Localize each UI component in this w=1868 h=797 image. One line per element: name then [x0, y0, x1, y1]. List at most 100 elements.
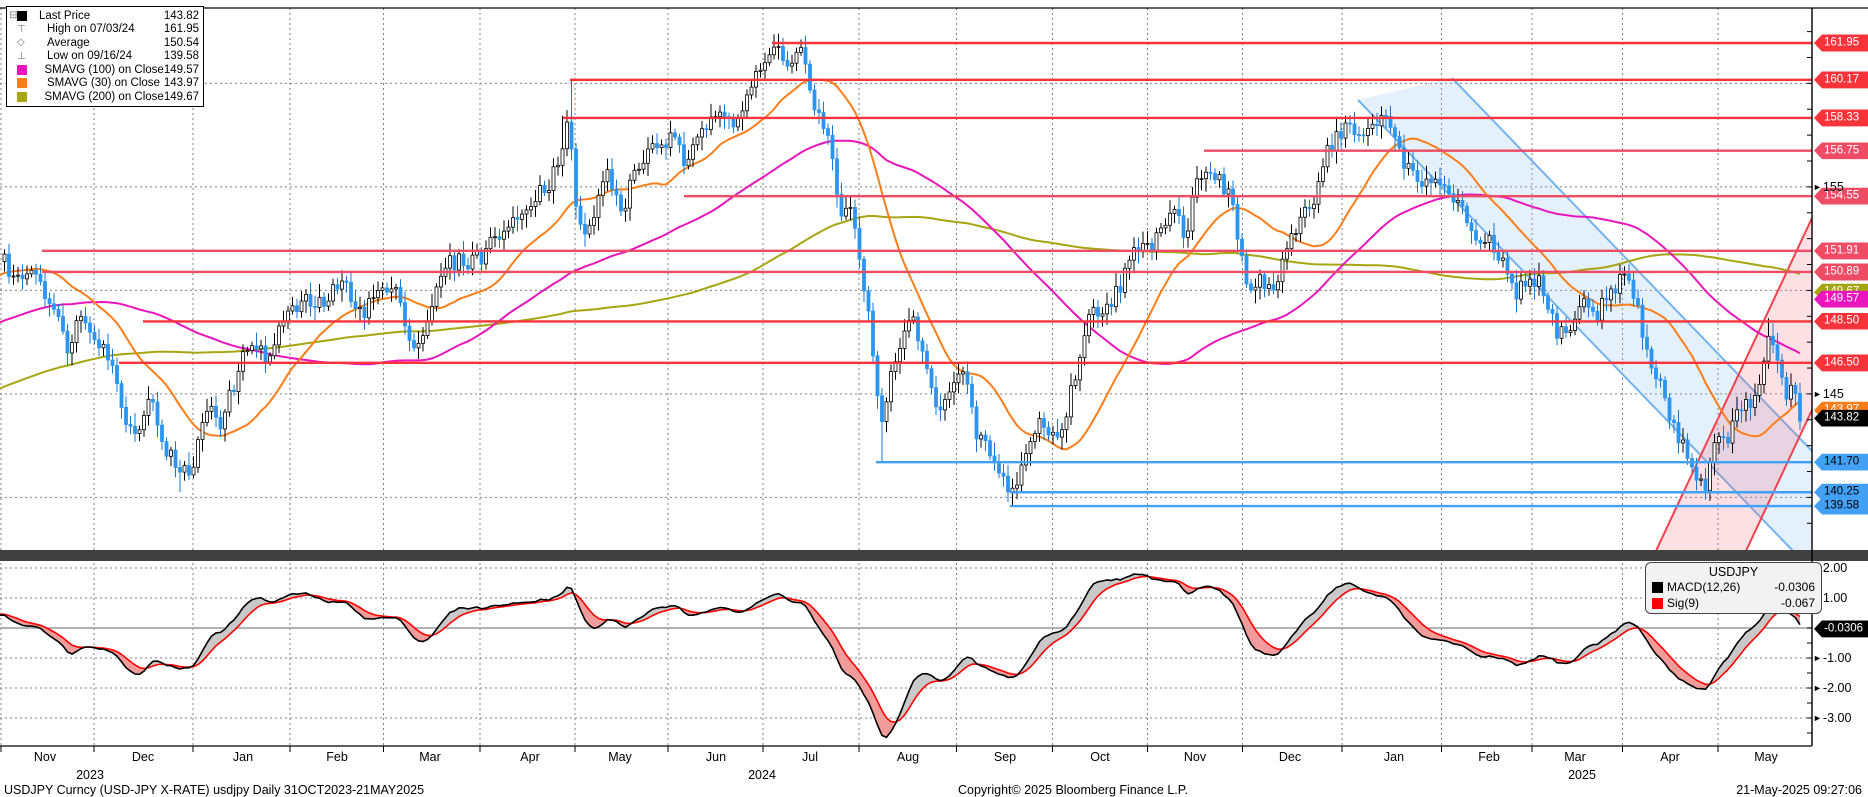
high-marker-icon: ⊤	[17, 23, 26, 35]
legend-row-high: ⊤ High on 07/03/24 161.95	[9, 23, 199, 37]
macd-value-badge[interactable]: -0.0306	[1814, 620, 1868, 638]
x-axis-month-label-18-May: May	[1754, 750, 1778, 764]
x-axis-month-label-9-Aug: Aug	[896, 750, 920, 764]
sma100-badge[interactable]: 149.57	[1814, 290, 1868, 308]
price-badge-140.25[interactable]: 140.25	[1814, 483, 1868, 501]
price-badge-156.75[interactable]: 156.75	[1814, 142, 1868, 160]
legend-row-last-price: ⊟ Last Price 143.82	[9, 9, 199, 23]
macd-panel	[0, 573, 1812, 739]
legend-value: 149.57	[163, 63, 199, 76]
x-axis-month-label-10-Sep: Sep	[993, 750, 1017, 764]
legend-row-sma30: SMAVG (30) on Close 143.97	[9, 77, 199, 91]
x-axis-month-label-14-Jan: Jan	[1383, 750, 1405, 764]
legend-row-sma200: SMAVG (200) on Close 149.67	[9, 90, 199, 104]
sma200-swatch	[17, 91, 27, 102]
x-axis-month-label-4-Mar: Mar	[419, 750, 441, 764]
sma30-swatch	[17, 78, 27, 89]
x-axis-year-label-2024: 2024	[748, 768, 776, 782]
x-axis-month-label-13-Dec: Dec	[1278, 750, 1302, 764]
price-badge-141.70[interactable]: 141.70	[1814, 453, 1868, 471]
macd-legend-panel: USDJPY MACD(12,26) -0.0306 Sig(9) -0.067	[1645, 562, 1822, 614]
footer-timestamp: 21-May-2025 09:27:06	[1736, 783, 1862, 797]
x-axis-month-label-15-Feb: Feb	[1478, 750, 1500, 764]
sma100-swatch	[17, 64, 27, 75]
macd-legend-row: MACD(12,26) -0.0306	[1652, 579, 1815, 595]
tick-arrow-icon: ►	[1813, 653, 1822, 663]
sig-swatch	[1652, 597, 1663, 609]
legend-label: Low on 09/16/24	[47, 50, 133, 63]
sig-legend-row: Sig(9) -0.067	[1652, 595, 1815, 611]
macd-swatch	[1652, 581, 1663, 593]
price-badge-158.33[interactable]: 158.33	[1814, 109, 1868, 127]
macd-legend-title: USDJPY	[1708, 565, 1759, 579]
legend-row-low: ⊥ Low on 09/16/24 139.58	[9, 50, 199, 64]
x-axis-month-label-12-Nov: Nov	[1183, 750, 1207, 764]
average-marker-icon: ◇	[17, 37, 25, 49]
x-axis-month-label-3-Feb: Feb	[326, 750, 348, 764]
sma200-line	[0, 214, 1801, 390]
x-axis-month-label-2-Jan: Jan	[232, 750, 254, 764]
price-legend-panel: ⊟ Last Price 143.82 ⊤ High on 07/03/24 1…	[6, 6, 204, 107]
price-badge-150.89[interactable]: 150.89	[1814, 263, 1868, 281]
signal-line	[0, 575, 1801, 723]
legend-value: 143.82	[163, 9, 199, 22]
low-marker-icon: ⊥	[17, 50, 26, 62]
last-price-badge[interactable]: 143.82	[1814, 409, 1868, 427]
legend-label: SMAVG (100) on Close	[44, 63, 164, 76]
support-resistance-levels	[42, 41, 1812, 508]
legend-label: SMAVG (30) on Close	[47, 77, 160, 90]
legend-value: 150.54	[163, 36, 199, 49]
x-axis-year-label-2023: 2023	[76, 768, 104, 782]
legend-row-sma100: SMAVG (100) on Close 149.57	[9, 63, 199, 77]
x-axis-month-label-16-Mar: Mar	[1564, 750, 1586, 764]
legend-label: Average	[47, 36, 90, 49]
legend-value: 161.95	[163, 23, 199, 36]
x-axis-month-label-5-Apr: Apr	[520, 750, 540, 764]
tick-arrow-icon: ►	[1813, 683, 1822, 693]
footer-copyright: Copyright© 2025 Bloomberg Finance L.P.	[958, 783, 1188, 797]
price-badge-146.50[interactable]: 146.50	[1814, 354, 1868, 372]
legend-label: SMAVG (200) on Close	[44, 90, 164, 103]
legend-value: 139.58	[163, 50, 199, 63]
macd-label: MACD(12,26)	[1667, 580, 1741, 594]
macd-value: -0.0306	[1774, 580, 1815, 594]
x-axis-month-label-8-Jul: Jul	[802, 750, 818, 764]
x-axis-month-label-7-Jun: Jun	[705, 750, 727, 764]
x-axis-month-label-6-May: May	[608, 750, 632, 764]
legend-label: High on 07/03/24	[47, 23, 135, 36]
footer-security-description: USDJPY Curncy (USD-JPY X-RATE) usdjpy Da…	[4, 783, 425, 797]
tick-arrow-icon: ►	[1813, 713, 1822, 723]
tick-arrow-icon: ►	[1813, 388, 1822, 399]
sma30-line	[0, 78, 1801, 451]
price-tick-145: ►145	[1813, 386, 1844, 401]
x-axis-month-label-17-Apr: Apr	[1660, 750, 1680, 764]
tree-expander-icon[interactable]: ⊟	[9, 10, 18, 22]
sig-label: Sig(9)	[1667, 596, 1700, 610]
price-badge-154.55[interactable]: 154.55	[1814, 187, 1868, 205]
tick-arrow-icon: ►	[1813, 181, 1822, 192]
trend-channels	[1357, 77, 1812, 554]
x-axis-year-label-2025: 2025	[1568, 768, 1596, 782]
price-badge-151.91[interactable]: 151.91	[1814, 242, 1868, 260]
last-price-swatch	[17, 10, 28, 21]
macd-tick--2.00: ►-2.00	[1813, 681, 1852, 695]
panel-divider[interactable]	[0, 550, 1868, 561]
legend-label: Last Price	[39, 9, 91, 22]
legend-value: 149.67	[163, 90, 199, 103]
macd-line	[0, 573, 1801, 739]
x-axis-month-label-11-Oct: Oct	[1090, 750, 1110, 764]
macd-tick--3.00: ►-3.00	[1813, 711, 1852, 725]
price-badge-139.58[interactable]: 139.58	[1814, 497, 1868, 515]
x-axis-month-label-0-Nov: Nov	[33, 750, 57, 764]
price-tick-155: ►155	[1813, 179, 1844, 194]
macd-tick--1.00: ►-1.00	[1813, 651, 1852, 665]
sig-value: -0.067	[1780, 596, 1815, 610]
legend-row-average: ◇ Average 150.54	[9, 36, 199, 50]
price-badge-160.17[interactable]: 160.17	[1814, 71, 1868, 89]
legend-value: 143.97	[163, 77, 199, 90]
price-badge-148.50[interactable]: 148.50	[1814, 312, 1868, 330]
price-badge-161.95[interactable]: 161.95	[1814, 34, 1868, 52]
x-axis-month-label-1-Dec: Dec	[131, 750, 155, 764]
